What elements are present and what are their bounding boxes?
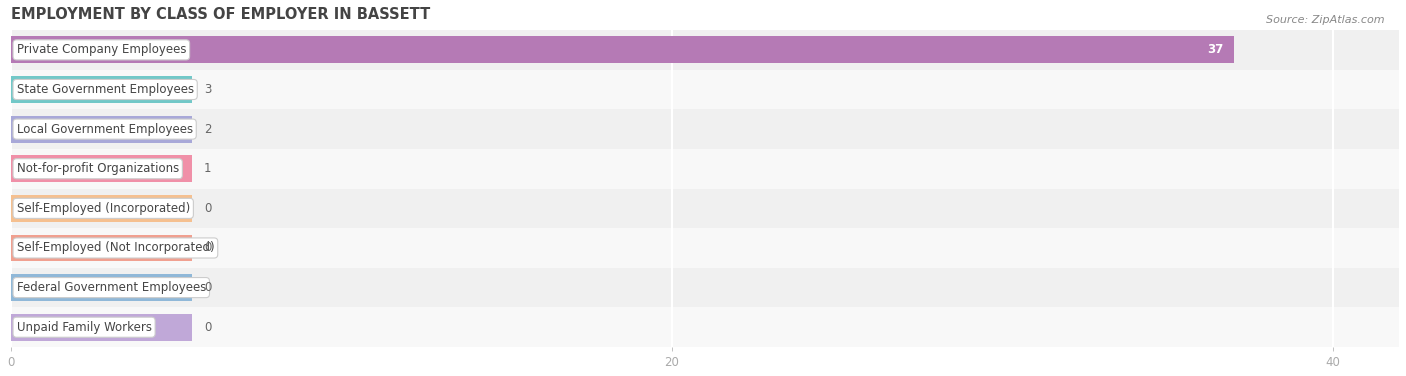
Bar [11,36,1234,63]
Text: 0: 0 [204,241,211,255]
Bar [11,76,193,103]
Text: Unpaid Family Workers: Unpaid Family Workers [17,321,152,334]
Text: Self-Employed (Incorporated): Self-Employed (Incorporated) [17,202,190,215]
Text: Private Company Employees: Private Company Employees [17,43,186,56]
Bar [11,314,193,341]
Text: 2: 2 [204,123,211,136]
Text: 0: 0 [204,202,211,215]
Text: State Government Employees: State Government Employees [17,83,194,96]
Text: 0: 0 [204,281,211,294]
Text: 0: 0 [204,321,211,334]
Bar [11,70,1399,109]
Bar [11,30,1399,70]
Text: 37: 37 [1208,43,1223,56]
Bar [11,195,193,222]
Bar [11,149,1399,188]
Bar [11,308,1399,347]
Text: Source: ZipAtlas.com: Source: ZipAtlas.com [1267,15,1385,25]
Text: Federal Government Employees: Federal Government Employees [17,281,205,294]
Bar [11,155,193,182]
Text: Local Government Employees: Local Government Employees [17,123,193,136]
Bar [11,116,193,143]
Text: 3: 3 [204,83,211,96]
Text: 1: 1 [204,162,211,175]
Text: EMPLOYMENT BY CLASS OF EMPLOYER IN BASSETT: EMPLOYMENT BY CLASS OF EMPLOYER IN BASSE… [11,7,430,22]
Bar [11,109,1399,149]
Text: Self-Employed (Not Incorporated): Self-Employed (Not Incorporated) [17,241,214,255]
Bar [11,274,193,301]
Text: Not-for-profit Organizations: Not-for-profit Organizations [17,162,179,175]
Bar [11,268,1399,308]
Bar [11,188,1399,228]
Bar [11,235,193,261]
Bar [11,228,1399,268]
